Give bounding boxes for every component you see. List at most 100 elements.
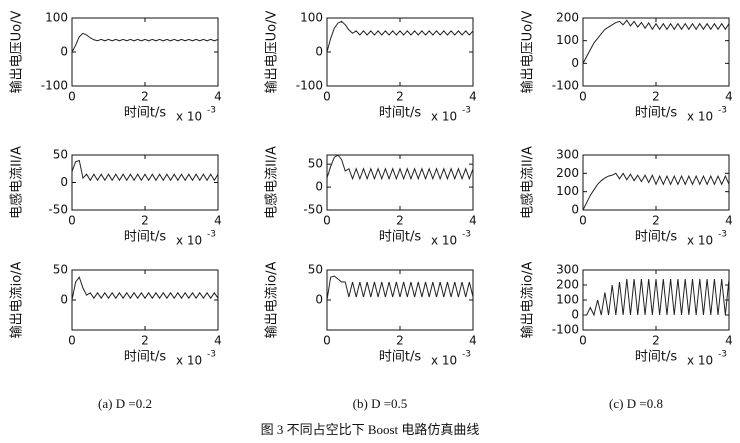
x-scale-exponent: -3 [207,106,216,116]
figure-caption: 图 3 不同占空比下 Boost 电路仿真曲线 [261,422,480,437]
y-tick-label: 50 [308,263,323,277]
x-scale-exponent: -3 [462,230,471,240]
curve [582,19,730,64]
x-tick-label: 2 [652,90,660,104]
x-scale-exponent: -3 [207,230,216,240]
x-axis-label: 时间t/s [379,106,421,121]
y-tick-label: -50 [48,203,68,217]
y-axis-label: 输出电流io/A [264,261,280,338]
x-tick-label: 4 [214,334,222,348]
curve [71,276,219,301]
y-tick-label: 0 [315,45,323,59]
y-tick-label: 0 [315,180,323,194]
x-axis-label: 时间t/s [124,106,166,121]
x-scale: x 10 [176,110,202,124]
y-axis-label: 输出电压Uo/V [520,11,536,94]
y-tick-label: 100 [45,11,68,25]
y-tick-label: 0 [571,308,579,322]
x-scale-exponent: -3 [207,350,216,360]
y-tick-label: -100 [552,323,579,337]
y-tick-label: 200 [556,166,579,180]
x-scale: x 10 [431,110,457,124]
x-tick-label: 4 [469,334,477,348]
curve [582,172,730,211]
y-axis-label: 电感电流Il/A [9,146,25,219]
x-scale-exponent: -3 [462,350,471,360]
x-tick-label: 0 [68,90,76,104]
y-tick-label: -100 [41,79,68,93]
x-axis-label: 时间t/s [124,350,166,365]
y-tick-label: 50 [308,157,323,171]
y-tick-label: 300 [556,263,579,277]
x-scale-exponent: -3 [718,106,727,116]
x-tick-label: 0 [68,214,76,228]
y-tick-label: 0 [60,45,68,59]
y-tick-label: 200 [556,278,579,292]
x-tick-label: 2 [396,334,404,348]
curve [326,154,474,181]
y-tick-label: 0 [571,203,579,217]
column-caption: (c) D =0.8 [609,396,663,411]
x-scale-exponent: -3 [462,106,471,116]
y-tick-label: 50 [53,263,68,277]
x-tick-label: 2 [141,334,149,348]
x-scale: x 10 [176,354,202,368]
x-tick-label: 0 [323,90,331,104]
x-tick-label: 2 [141,90,149,104]
x-tick-label: 0 [579,90,587,104]
x-tick-label: 4 [214,214,222,228]
y-tick-label: 100 [556,33,579,47]
curve [71,159,219,182]
curve [326,20,474,53]
x-tick-label: 2 [652,214,660,228]
x-tick-label: 4 [469,214,477,228]
x-tick-label: 4 [725,334,733,348]
y-tick-label: 300 [556,148,579,162]
y-axis-label: 输出电流io/A [520,261,536,338]
x-axis-label: 时间t/s [635,106,677,121]
y-tick-label: 100 [556,293,579,307]
x-scale: x 10 [431,354,457,368]
y-tick-label: 50 [53,148,68,162]
x-tick-label: 0 [579,334,587,348]
y-axis-label: 电感电流Il/A [264,146,280,219]
x-axis-label: 时间t/s [379,230,421,245]
y-tick-label: -100 [296,79,323,93]
y-tick-label: 100 [556,184,579,198]
y-tick-label: 0 [571,56,579,70]
x-scale: x 10 [687,234,713,248]
y-tick-label: 0 [60,293,68,307]
x-axis-label: 时间t/s [124,230,166,245]
y-axis-label: 电感电流Il/A [520,146,536,219]
column-caption: (b) D =0.5 [353,396,408,411]
x-axis-label: 时间t/s [635,230,677,245]
y-axis-label: 输出电压Uo/V [9,11,25,94]
x-tick-label: 2 [396,90,404,104]
curve [71,32,219,53]
x-scale-exponent: -3 [718,230,727,240]
x-tick-label: 4 [469,90,477,104]
y-axis-label: 输出电流io/A [9,261,25,338]
x-tick-label: 2 [396,214,404,228]
x-scale: x 10 [431,234,457,248]
x-tick-label: 4 [725,90,733,104]
y-axis-label: 输出电压Uo/V [264,11,280,94]
curve [326,275,474,301]
y-tick-label: 0 [315,293,323,307]
x-scale: x 10 [687,354,713,368]
x-tick-label: 2 [141,214,149,228]
column-caption: (a) D =0.2 [98,396,152,411]
x-tick-label: 0 [579,214,587,228]
y-tick-label: 0 [60,175,68,189]
x-tick-label: 4 [725,214,733,228]
x-scale: x 10 [687,110,713,124]
y-tick-label: 200 [556,11,579,25]
x-scale-exponent: -3 [718,350,727,360]
x-tick-label: 4 [214,90,222,104]
x-tick-label: 0 [68,334,76,348]
curve [583,278,730,317]
x-tick-label: 2 [652,334,660,348]
y-tick-label: -50 [303,203,323,217]
